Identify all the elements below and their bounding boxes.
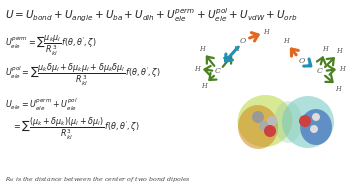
- Text: $U = U_{bond} + U_{angle} + U_{ba} + U_{dih} + U^{perm}_{ele} + U^{pol}_{ele} + : $U = U_{bond} + U_{angle} + U_{ba} + U_{…: [5, 6, 297, 24]
- Circle shape: [299, 115, 311, 127]
- Text: H: H: [322, 45, 328, 53]
- Text: H: H: [194, 65, 200, 73]
- Text: $= \sum \dfrac{(\mu_k + \delta\mu_k)(\mu_l + \delta\mu_l)}{R^3_{kl}}\, f(\theta,: $= \sum \dfrac{(\mu_k + \delta\mu_k)(\mu…: [12, 116, 140, 143]
- Ellipse shape: [300, 109, 332, 145]
- Text: H: H: [335, 85, 341, 93]
- Circle shape: [259, 121, 269, 131]
- Ellipse shape: [238, 105, 278, 149]
- Text: $U^{pol}_{ele} = \sum \dfrac{\mu_k \delta\mu_l + \delta\mu_k \mu_l+ \delta\mu_k : $U^{pol}_{ele} = \sum \dfrac{\mu_k \delt…: [5, 62, 161, 88]
- Text: O: O: [240, 37, 246, 45]
- Text: $U_{ele} = U^{perm}_{ele} + U^{pol}_{ele}$: $U_{ele} = U^{perm}_{ele} + U^{pol}_{ele…: [5, 97, 78, 113]
- Text: H: H: [199, 45, 205, 53]
- Text: $R_{kl}$ is the distance between the center of two bond dipoles: $R_{kl}$ is the distance between the cen…: [5, 175, 191, 184]
- Circle shape: [252, 111, 264, 123]
- Ellipse shape: [274, 101, 302, 143]
- Circle shape: [264, 125, 276, 137]
- Circle shape: [312, 113, 320, 121]
- Ellipse shape: [282, 96, 334, 148]
- Ellipse shape: [238, 95, 292, 147]
- Text: H: H: [336, 47, 342, 55]
- Text: H: H: [283, 37, 289, 45]
- Text: C: C: [317, 67, 323, 75]
- Circle shape: [310, 125, 318, 133]
- Text: H: H: [233, 45, 239, 53]
- Text: H: H: [263, 28, 269, 36]
- Text: $U^{perm}_{ele} = \sum \dfrac{\mu_k \mu_l}{R^3_{kl}}\, f(\theta,\theta^{'},\zeta: $U^{perm}_{ele} = \sum \dfrac{\mu_k \mu_…: [5, 34, 97, 58]
- Text: O: O: [299, 57, 305, 65]
- Text: H: H: [201, 82, 207, 90]
- Text: C: C: [215, 67, 221, 75]
- Circle shape: [267, 116, 277, 126]
- Text: H: H: [339, 65, 345, 73]
